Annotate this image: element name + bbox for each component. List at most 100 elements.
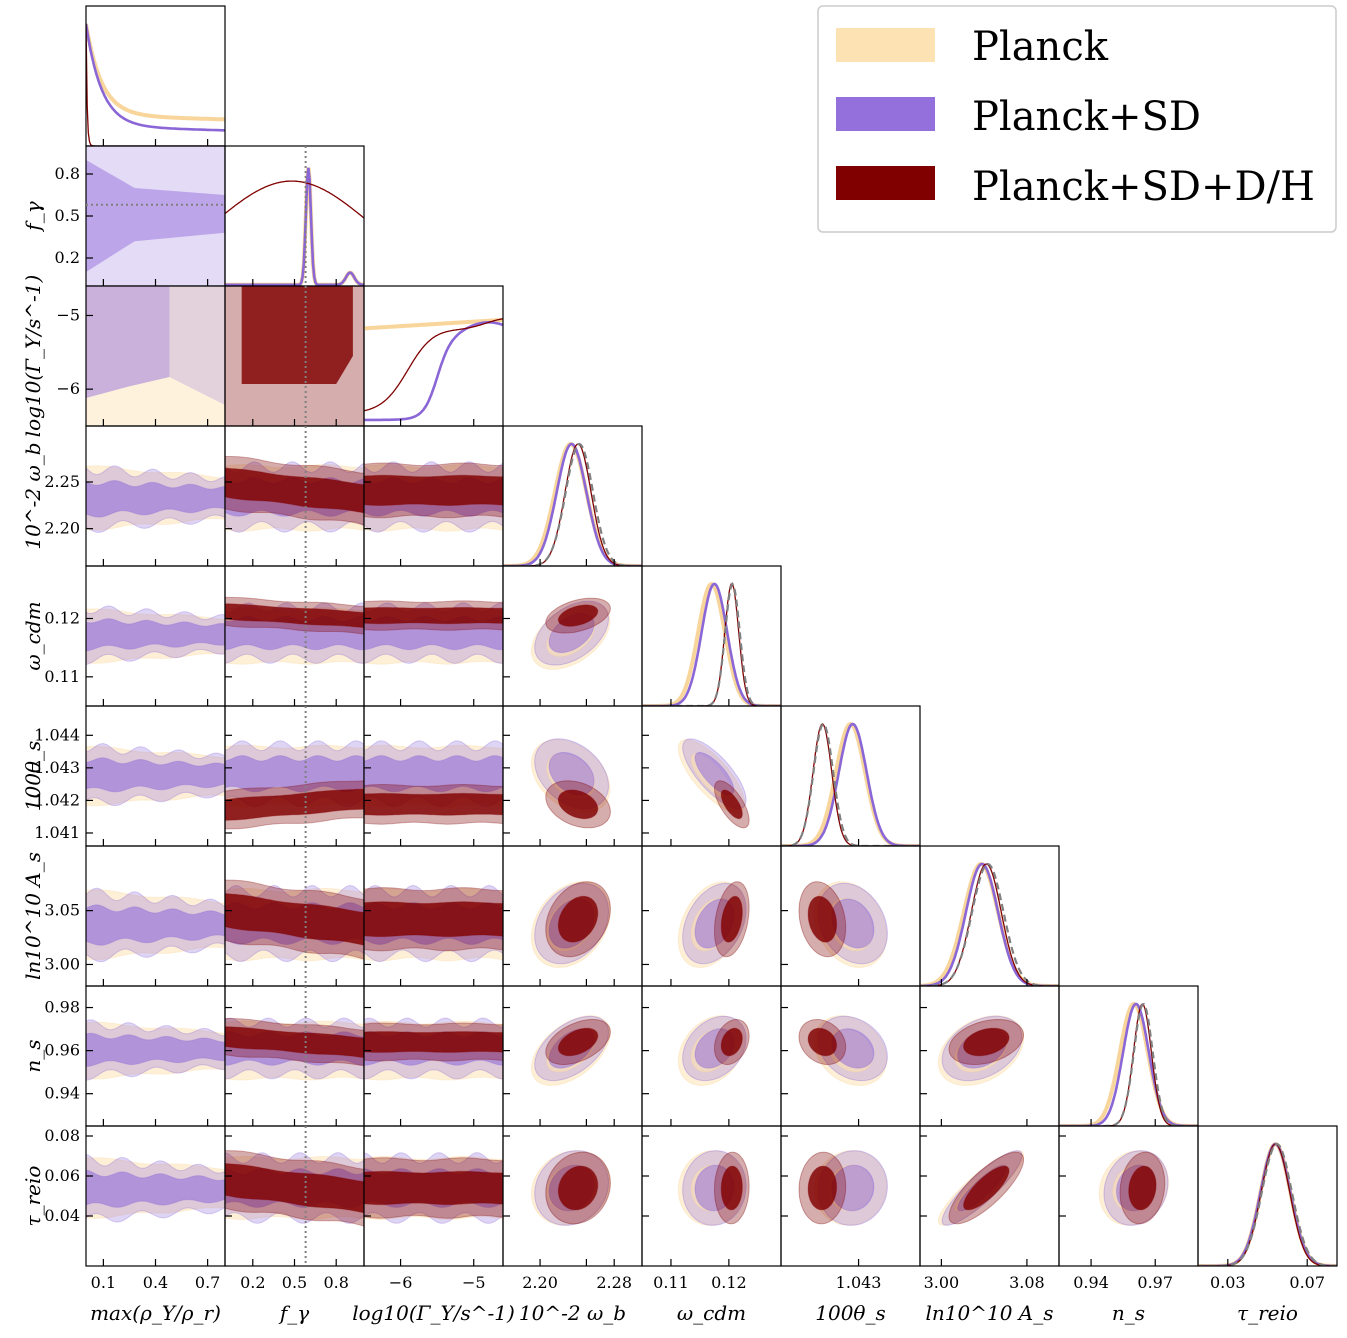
x-tick-label-f_gamma: 0.2 <box>240 1273 265 1292</box>
region-fgamma-maxrho-inner <box>86 160 225 272</box>
band-omega_b-f_gamma-s2-l1 <box>225 467 364 514</box>
panel-omega_b-vs-f_gamma <box>225 455 364 533</box>
contour-ln_As-omega_b-s2-l1 <box>557 895 599 943</box>
panel-tau-vs-tau <box>1198 1141 1337 1266</box>
panel-tau-vs-n_s <box>1098 1150 1170 1226</box>
panel-tau-vs-omega_b <box>530 1150 611 1226</box>
panel-n_s-vs-log_gamma <box>364 1017 503 1081</box>
y-tick-label-f_gamma: 0.2 <box>55 248 80 267</box>
panel-tau-vs-f_gamma <box>225 1150 364 1227</box>
panel-omega_b-vs-max_rho <box>86 465 225 533</box>
band-ln_As-max_rho-s1-l1 <box>86 904 225 946</box>
y-tick-label-omega_cdm: 0.12 <box>44 609 80 628</box>
panel-log_gamma-vs-log_gamma <box>364 317 503 422</box>
panel-omega_cdm-vs-max_rho <box>86 605 225 666</box>
marginal-log_gamma-series-0 <box>364 317 503 331</box>
legend-frame <box>817 5 1337 233</box>
panel-n_s-vs-omega_cdm <box>677 1015 750 1087</box>
x-axis-title-omega_cdm: ω_cdm <box>677 1301 746 1325</box>
y-axis-title-log_gamma: log10(Γ_Y/s^-1) <box>21 275 45 438</box>
contour-theta_s-omega_cdm-s2-l1 <box>720 789 743 820</box>
y-tick-label-theta_s: 1.043 <box>34 758 80 777</box>
marginal-omega_cdm-series-2 <box>642 583 781 706</box>
region-loggamma-fgamma-inner <box>241 286 353 384</box>
panel-n_s-vs-n_s <box>1059 1001 1198 1126</box>
panel-theta_s-vs-max_rho <box>86 742 225 807</box>
marginal-log_gamma-series-1 <box>364 320 503 422</box>
x-axis-title-tau: τ_reio <box>1237 1301 1298 1325</box>
panel-frame <box>363 285 504 427</box>
band-tau-max_rho-s1-l1 <box>86 1169 225 1208</box>
x-axis-title-log_gamma: log10(Γ_Y/s^-1) <box>352 1301 515 1325</box>
region-loggamma-maxrho-inner <box>86 286 170 398</box>
y-tick-label-theta_s: 1.042 <box>34 790 80 809</box>
panel-tau-vs-ln_As <box>937 1150 1025 1226</box>
marginal-f_gamma-series-2 <box>225 180 364 219</box>
legend-swatch-planck <box>836 28 935 62</box>
panel-omega_cdm-vs-omega_cdm <box>642 581 781 706</box>
x-tick-label-f_gamma: 0.5 <box>282 1273 307 1292</box>
contour-ln_As-omega_cdm-s2-l1 <box>720 895 743 943</box>
y-tick-label-f_gamma: 0.8 <box>55 164 80 183</box>
x-axis-title-theta_s: 100θ_s <box>815 1301 885 1325</box>
y-tick-label-omega_b: 2.20 <box>44 519 80 538</box>
panel-frame <box>85 5 226 147</box>
panel-omega_cdm-vs-omega_b <box>530 597 611 670</box>
marginal-n_s-series-1 <box>1059 1002 1198 1126</box>
band-ln_As-f_gamma-s2-l1 <box>225 893 364 946</box>
band-n_s-max_rho-s1-l1 <box>86 1032 225 1068</box>
x-tick-label-f_gamma: 0.8 <box>323 1273 348 1292</box>
x-axis-title-ln_As: ln10^10 A_s <box>926 1301 1054 1325</box>
legend-swatch-planck-sd-dh <box>836 166 935 200</box>
band-theta_s-log_gamma-s1-l1 <box>364 754 503 793</box>
band-ln_As-log_gamma-s2-l1 <box>364 901 503 938</box>
y-tick-label-n_s: 0.96 <box>44 1041 80 1060</box>
panel-ln_As-vs-theta_s <box>798 881 888 969</box>
y-tick-label-n_s: 0.94 <box>44 1084 80 1103</box>
marginal-theta_s-series-2 <box>781 723 920 846</box>
y-axis-title-omega_b: 10^-2 ω_b <box>21 442 45 549</box>
panel-ln_As-vs-omega_cdm <box>677 881 750 969</box>
contour-n_s-omega_b-s2-l1 <box>557 1027 599 1057</box>
marginal-theta_s-dashed <box>781 723 920 846</box>
panel-f_gamma-vs-f_gamma <box>225 167 364 286</box>
marginal-ln_As-series-0 <box>920 861 1059 986</box>
y-tick-label-theta_s: 1.041 <box>34 823 80 842</box>
marginal-omega_cdm-series-0 <box>642 581 781 706</box>
y-axis-title-ln_As: ln10^10 A_s <box>21 852 45 980</box>
band-omega_cdm-f_gamma-s2-l1 <box>225 603 364 629</box>
contour-tau-omega_b-s2-l1 <box>557 1165 599 1211</box>
legend: Planck Planck+SD Planck+SD+D/H <box>817 5 1337 233</box>
panel-n_s-vs-theta_s <box>798 1015 888 1086</box>
panel-tau-vs-omega_cdm <box>677 1150 750 1226</box>
marginal-log_gamma-series-2 <box>364 318 503 412</box>
contour-omega_cdm-omega_b-s2-l1 <box>557 604 599 627</box>
panel-ln_As-vs-ln_As <box>920 861 1059 986</box>
panel-n_s-vs-ln_As <box>937 1015 1025 1086</box>
y-axis-title-theta_s: 100θ_s <box>21 741 45 811</box>
marginal-ln_As-dashed <box>920 862 1059 986</box>
marginal-omega_cdm-dashed <box>642 581 781 706</box>
panel-max_rho-vs-max_rho <box>86 23 225 146</box>
y-axis-title-tau: τ_reio <box>21 1166 45 1227</box>
x-axis-title-omega_b: 10^-2 ω_b <box>519 1301 626 1325</box>
marginal-omega_b-dashed <box>503 442 642 566</box>
legend-label-planck-sd: Planck+SD <box>972 94 1201 140</box>
panel-omega_cdm-vs-f_gamma <box>225 596 364 665</box>
y-axis-title-f_gamma: f_γ <box>21 201 45 232</box>
band-omega_b-max_rho-s1-l1 <box>86 479 225 518</box>
x-tick-label-n_s: 0.97 <box>1137 1273 1173 1292</box>
panel-theta_s-vs-omega_cdm <box>677 738 750 829</box>
panel-tau-vs-max_rho <box>86 1153 225 1223</box>
y-tick-label-tau: 0.08 <box>44 1126 80 1145</box>
panel-frame <box>1058 985 1199 1127</box>
x-axis-title-f_gamma: f_γ <box>278 1301 309 1325</box>
x-tick-label-n_s: 0.94 <box>1073 1273 1109 1292</box>
contour-n_s-theta_s-s2-l1 <box>807 1027 838 1057</box>
y-tick-label-ln_As: 3.00 <box>44 954 80 973</box>
band-n_s-f_gamma-s2-l1 <box>225 1026 364 1059</box>
band-theta_s-max_rho-s1-l1 <box>86 757 225 793</box>
band-theta_s-log_gamma-s2-l1 <box>364 792 503 816</box>
panel-ln_As-vs-omega_b <box>530 881 611 969</box>
